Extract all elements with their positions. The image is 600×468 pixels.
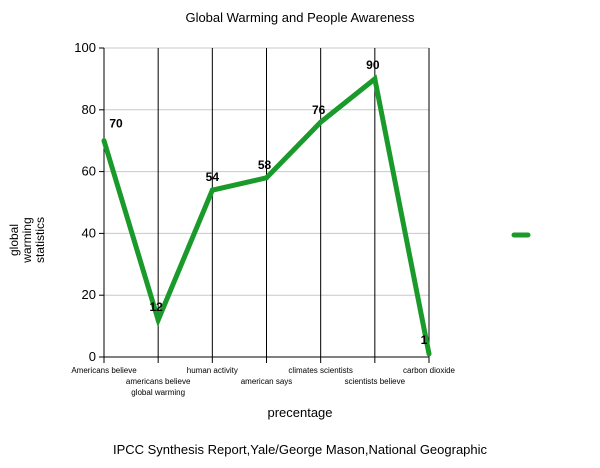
y-axis-label: globalwarmingstatistics bbox=[7, 217, 47, 264]
y-tick-label-80: 80 bbox=[82, 102, 96, 117]
data-label-0: 70 bbox=[109, 117, 123, 131]
x-tick-label-3: american says bbox=[241, 377, 293, 386]
x-tick-labels: Americans believe americans believe global… bbox=[71, 366, 455, 397]
data-labels: 70 12 54 58 76 90 1 bbox=[109, 58, 427, 347]
x-tick-label-1-line2: global warming bbox=[131, 388, 185, 397]
data-point-6 bbox=[426, 351, 432, 357]
data-point-1 bbox=[155, 317, 161, 323]
y-tick-label-100: 100 bbox=[74, 40, 96, 55]
y-axis-label-line-2: warming bbox=[20, 217, 34, 263]
data-label-6: 1 bbox=[421, 333, 428, 347]
x-tick-label-5: scientists believe bbox=[345, 377, 406, 386]
grid-lines bbox=[104, 47, 430, 357]
x-tick-label-6: carbon dioxide bbox=[403, 366, 456, 375]
x-tick-label-1: americans believe bbox=[126, 377, 191, 386]
axes bbox=[99, 47, 430, 363]
x-axis-label: precentage bbox=[267, 405, 332, 420]
data-label-3: 58 bbox=[258, 158, 272, 172]
data-point-0 bbox=[101, 138, 107, 144]
data-label-5: 90 bbox=[366, 58, 380, 72]
x-tick-label-0: Americans believe bbox=[71, 366, 137, 375]
y-tick-label-0: 0 bbox=[89, 349, 96, 364]
series-line-group bbox=[101, 74, 432, 357]
y-axis-label-line-3: statistics bbox=[33, 217, 47, 263]
y-tick-label-60: 60 bbox=[82, 164, 96, 179]
data-point-3 bbox=[264, 175, 269, 181]
source-footer: IPCC Synthesis Report,Yale/George Mason,… bbox=[113, 442, 488, 457]
data-label-4: 76 bbox=[312, 103, 326, 117]
data-label-1: 12 bbox=[149, 300, 163, 314]
data-point-2 bbox=[209, 187, 215, 193]
x-tick-label-4: climates scientists bbox=[288, 366, 352, 375]
y-axis-label-line-1: global bbox=[7, 224, 21, 256]
y-tick-label-20: 20 bbox=[82, 287, 96, 302]
y-tick-label-40: 40 bbox=[82, 225, 96, 240]
x-tick-label-2: human activity bbox=[187, 366, 238, 375]
y-tick-labels: 0 20 40 60 80 100 bbox=[74, 40, 96, 364]
data-point-4 bbox=[318, 119, 324, 125]
data-point-5 bbox=[372, 76, 378, 82]
chart-title: Global Warming and People Awareness bbox=[185, 10, 415, 25]
data-label-2: 54 bbox=[206, 170, 220, 184]
